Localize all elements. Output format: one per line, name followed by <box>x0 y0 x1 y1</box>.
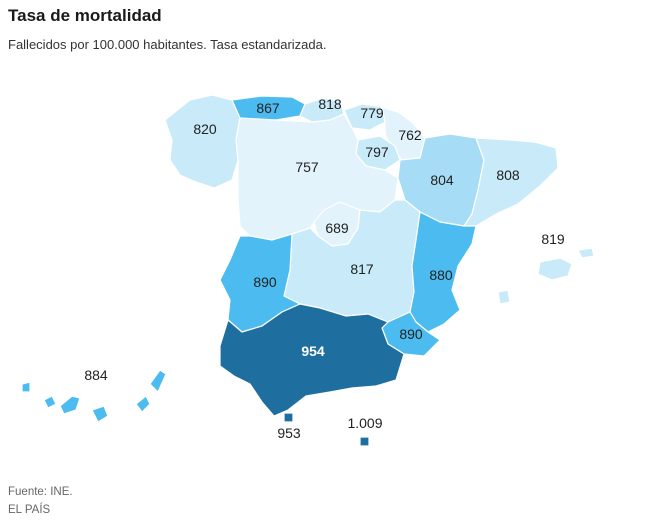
label-murcia: 890 <box>399 326 423 342</box>
region-melilla[interactable] <box>359 436 370 447</box>
label-melilla: 1.009 <box>347 415 382 431</box>
map-title: Tasa de mortalidad <box>8 6 162 25</box>
label-andalucia: 954 <box>301 343 325 359</box>
label-asturias: 867 <box>256 100 280 116</box>
label-galicia: 820 <box>193 121 217 137</box>
region-canarias-2[interactable] <box>43 395 57 409</box>
label-baleares: 819 <box>541 231 565 247</box>
label-cataluna: 808 <box>496 167 520 183</box>
source-note: Fuente: INE. <box>8 486 73 498</box>
region-baleares[interactable] <box>537 257 573 281</box>
label-navarra: 762 <box>398 127 422 143</box>
label-castilla-leon: 757 <box>295 159 319 175</box>
region-canarias-5[interactable] <box>135 395 151 413</box>
label-valencia: 880 <box>429 267 453 283</box>
label-pais-vasco: 779 <box>360 105 384 121</box>
label-cantabria: 818 <box>318 96 342 112</box>
label-madrid: 689 <box>325 220 349 236</box>
region-canarias-3[interactable] <box>59 395 81 415</box>
label-ceuta: 953 <box>277 425 301 441</box>
label-aragon: 804 <box>430 172 454 188</box>
map-subtitle: Fallecidos por 100.000 habitantes. Tasa … <box>8 37 327 52</box>
label-castilla-la-mancha: 817 <box>350 261 374 277</box>
region-canarias-1[interactable] <box>21 381 31 393</box>
region-cataluna[interactable] <box>463 137 559 227</box>
region-valencia[interactable] <box>409 211 477 333</box>
region-baleares-ibiza[interactable] <box>497 289 511 305</box>
region-canarias-4[interactable] <box>91 405 109 423</box>
region-ceuta[interactable] <box>283 412 294 423</box>
label-canarias: 884 <box>84 367 108 383</box>
label-extremadura: 890 <box>253 274 277 290</box>
region-baleares-menorca[interactable] <box>577 247 595 259</box>
publisher-credit: EL PAÍS <box>8 504 51 516</box>
label-la-rioja: 797 <box>365 144 389 160</box>
region-galicia[interactable] <box>164 94 241 189</box>
region-andalucia[interactable] <box>219 303 405 417</box>
region-canarias-6[interactable] <box>149 369 167 393</box>
